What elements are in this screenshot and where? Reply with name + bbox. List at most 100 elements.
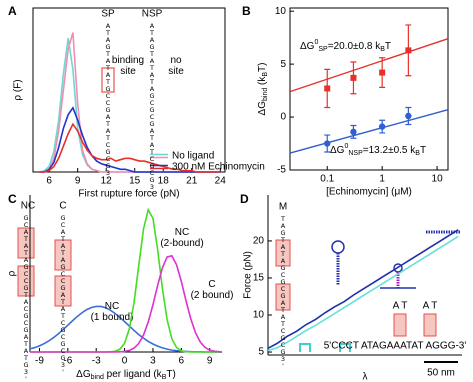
text-segment: =20.0±0.8 k [328, 41, 381, 52]
x-tick-label: -6 [63, 356, 72, 367]
text-segment: per ligand (k [104, 369, 163, 380]
x-tick-label: 0.1 [320, 174, 334, 185]
series-line [39, 122, 221, 173]
series-line [30, 254, 220, 353]
text-segment: T) [166, 369, 175, 380]
hairpin-loop [331, 240, 345, 254]
text-segment: NSP [348, 150, 363, 157]
legend-label: 300 nM Echinomycin [172, 162, 265, 173]
annotation: SP [101, 9, 115, 20]
annotation: C [59, 201, 66, 212]
curve-label: C (2 bound) [191, 279, 234, 301]
x-tick-label: -3 [92, 356, 101, 367]
y-tick-label: 10 [253, 310, 265, 321]
annotation: NC [21, 201, 35, 212]
y-axis-title: ΔGbind (kBT) [257, 63, 270, 116]
text-line: site [168, 66, 184, 77]
y-tick-label: -5 [277, 165, 286, 176]
curve-label-line: NC [175, 227, 189, 238]
x-tick-label: 24 [215, 176, 227, 187]
site-box [393, 313, 407, 337]
site-box [54, 239, 72, 271]
x-tick-label: 10 [432, 174, 444, 185]
y-tick-label: 0 [280, 112, 286, 123]
text-segment: (k [257, 76, 268, 88]
sequence: ATAGTATATAGCGCGATATCGCG3' [148, 22, 156, 197]
point [350, 128, 357, 136]
curve-label: NC (1 bound) [91, 301, 134, 323]
y-tick-label: 20 [253, 236, 265, 247]
point [405, 47, 412, 54]
x-tick-label: 12 [101, 176, 113, 187]
text-segment: T [420, 145, 426, 156]
text-segment: ΔG [330, 145, 345, 156]
text-segment: B [162, 374, 167, 381]
point [324, 140, 331, 147]
y-axis-title: ρ [7, 270, 18, 276]
sequence: TAGTATAGCGCGATATCGCG3' [279, 215, 287, 369]
curve-label-line: NC [105, 301, 119, 312]
panel-label: B [242, 4, 251, 18]
y-axis-title: Force (pN) [243, 251, 254, 299]
fit-line [289, 108, 449, 154]
sequence: GCATATAGCCGTACGCGATATG3' [22, 214, 30, 382]
annotation: 5'CCCT ATAGAAATAT AGGG-3' [324, 341, 467, 352]
text-line: site [120, 66, 136, 77]
annotation: binding site [112, 55, 144, 77]
series-line [39, 106, 221, 173]
x-tick-label: 1 [379, 174, 385, 185]
site-box [423, 313, 437, 337]
site-box [275, 239, 291, 267]
site-box [101, 67, 115, 93]
text-segment: bind [262, 88, 269, 101]
x-tick-label: 9 [75, 176, 81, 187]
hairpin-sketch [299, 343, 311, 352]
text-segment: T) [257, 63, 268, 72]
x-tick-label: 15 [129, 176, 141, 187]
curve-label-line: (2 bound) [191, 290, 234, 301]
annotation: A T [393, 301, 408, 312]
curve-label: NC (2-bound) [160, 227, 203, 249]
y-tick-label: 5 [258, 347, 264, 358]
x-tick-label: 21 [186, 176, 198, 187]
x-axis-title: ΔGbind per ligand (kBT) [76, 369, 176, 382]
annotation: A T [423, 301, 438, 312]
text-segment: B [415, 150, 420, 157]
series-line [267, 235, 459, 352]
point [379, 69, 386, 76]
text-segment: 0 [314, 39, 318, 46]
annotation: M [279, 202, 287, 213]
text-segment: ΔG [76, 369, 91, 380]
text-segment: B [262, 72, 269, 77]
text-line: binding [112, 55, 144, 66]
panel-label: A [8, 4, 17, 18]
curve-label-line: (1 bound) [91, 312, 134, 323]
text-segment: T [385, 41, 391, 52]
curve-label-line: (2-bound) [160, 238, 203, 249]
y-tick-label: 5 [280, 59, 286, 70]
sequence: ATAGTATATGCCGATATCGCG3' [104, 22, 112, 183]
site-box [275, 283, 291, 311]
annotation: ΔG0SP=20.0±0.8 kBT [300, 39, 391, 53]
x-axis-title: λ [363, 372, 368, 382]
x-axis-title: First rupture force (pN) [78, 189, 179, 200]
x-axis-title: [Echinomycin] (μM) [326, 187, 412, 198]
y-tick-label: 10 [275, 6, 287, 17]
text-segment: B [380, 46, 385, 53]
x-tick-label: 18 [158, 176, 170, 187]
legend-label: No ligand [172, 151, 214, 162]
x-tick-label: -9 [35, 356, 44, 367]
fit-line [289, 38, 449, 93]
series-line [267, 229, 459, 350]
text-segment: ΔG [257, 101, 268, 116]
point [378, 123, 386, 130]
annotation: 50 nm [427, 368, 455, 379]
x-tick-label: 3 [150, 356, 156, 367]
hairpin-sketch [339, 343, 351, 352]
text-line: no [170, 55, 182, 66]
panel-label: C [8, 192, 17, 206]
text-segment: ΔG [300, 41, 315, 52]
site-box [54, 275, 72, 307]
curve-label-line: C [208, 279, 215, 290]
